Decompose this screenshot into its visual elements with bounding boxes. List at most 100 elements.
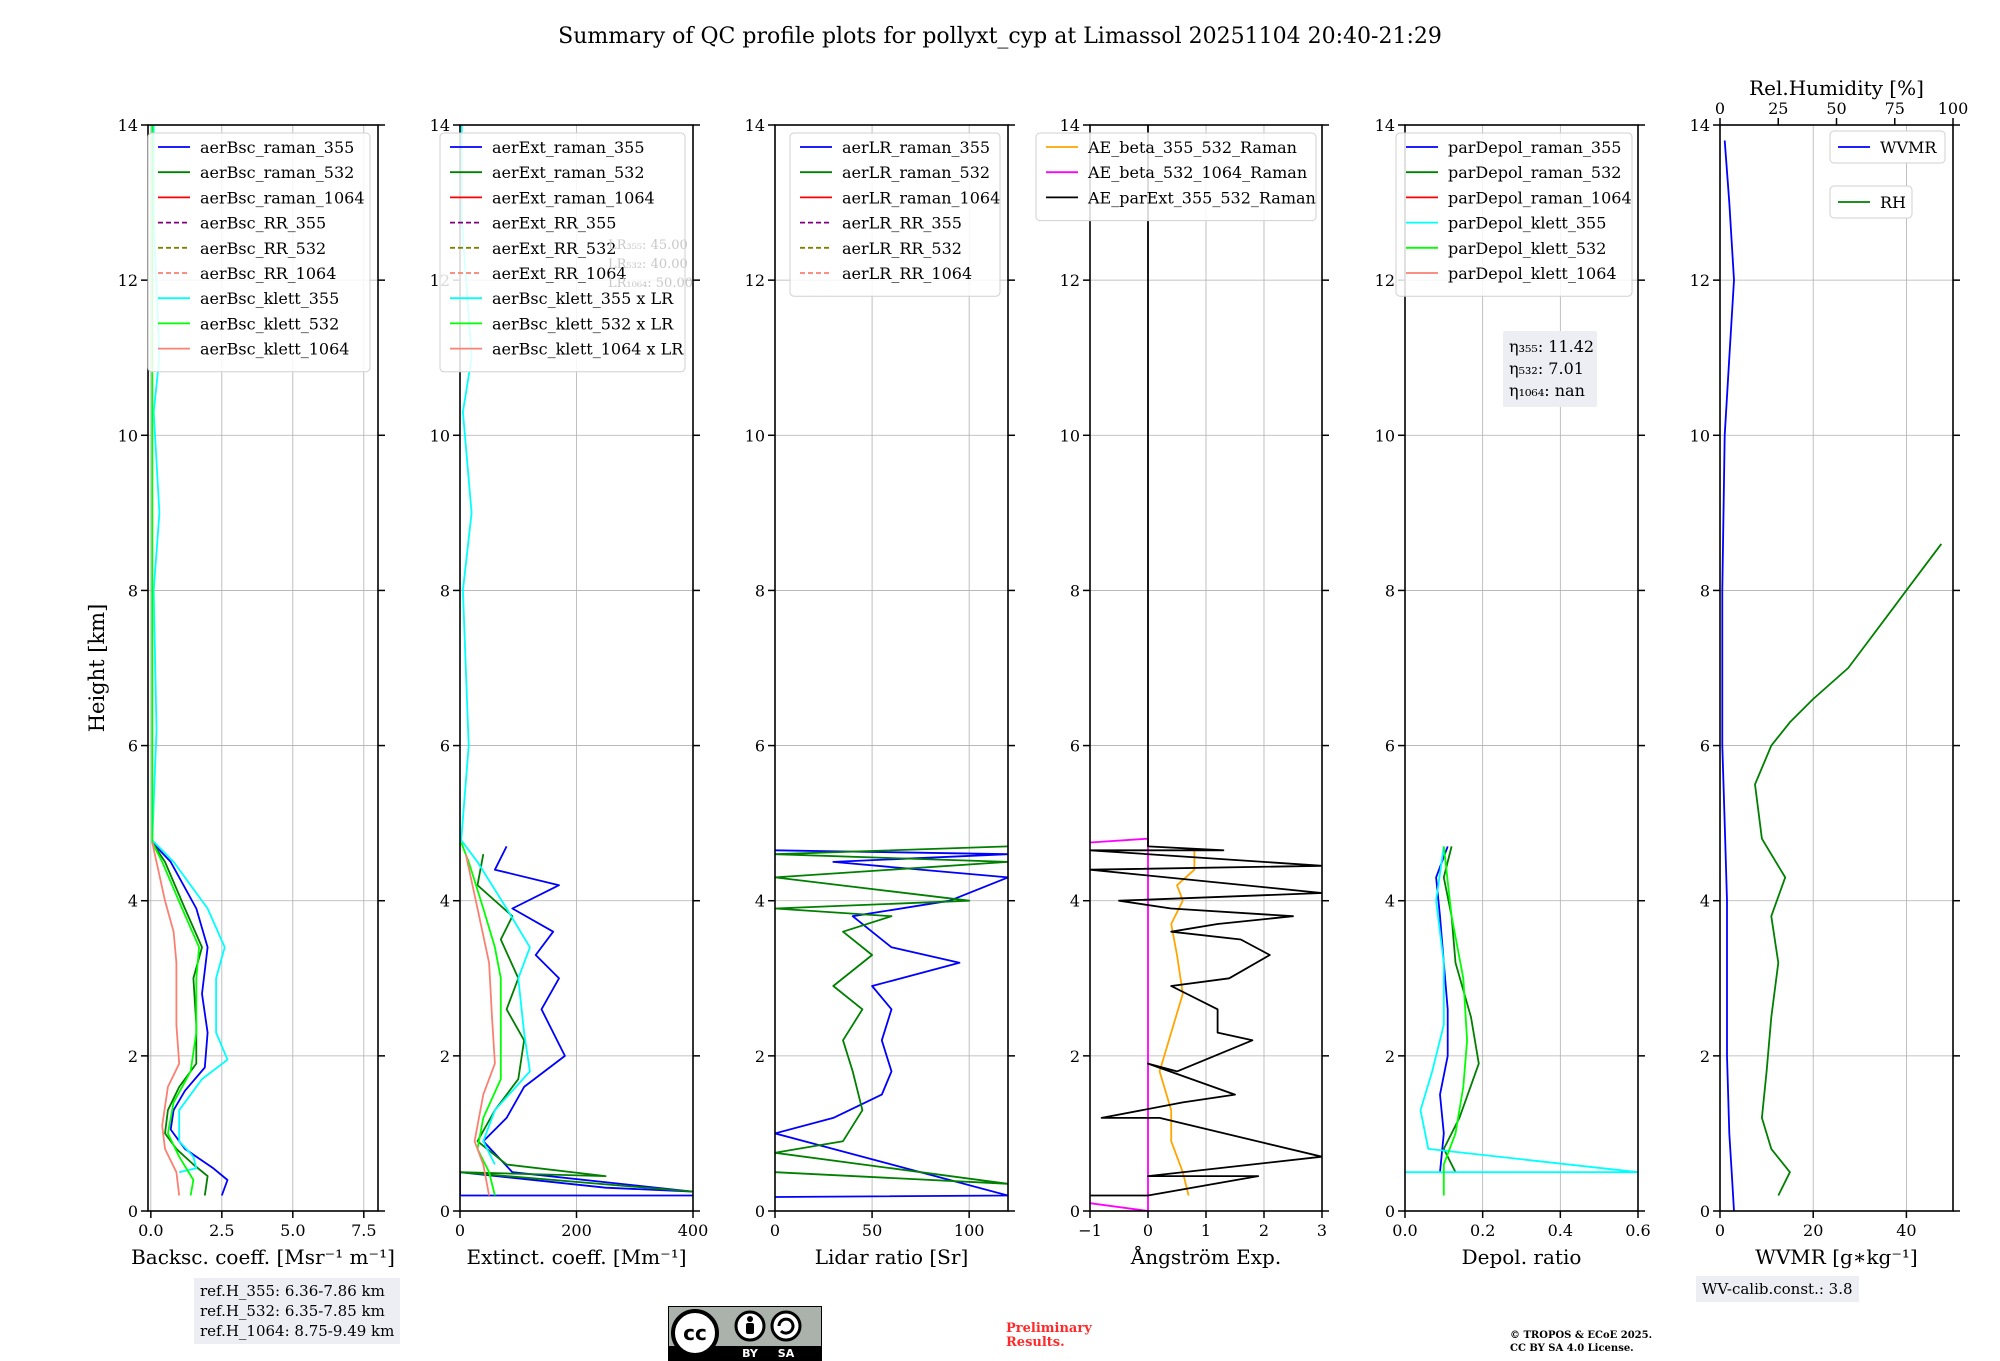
legend-label: aerBsc_klett_355 x LR [492, 289, 674, 308]
legend-label: aerBsc_RR_1064 [200, 264, 336, 283]
legend-label: aerBsc_RR_532 [200, 239, 326, 258]
axes-frame [1404, 124, 1639, 1212]
x-axis-label: Lidar ratio [Sr] [815, 1245, 969, 1269]
legend-rh-box [1829, 185, 1913, 219]
legend-label: parDepol_klett_355 [1448, 214, 1606, 233]
legend-label: aerExt_raman_1064 [492, 188, 655, 207]
preliminary-line-2: Results. [1006, 1335, 1065, 1350]
series-aerExt_raman_532 [460, 854, 693, 1193]
y-tick-label: 14 [1375, 116, 1395, 135]
series-aerLR_raman_355 [775, 849, 1008, 1198]
x-tick-label: 1 [1201, 1221, 1211, 1240]
eta-box [1503, 331, 1597, 407]
y-tick-label: 14 [1690, 116, 1710, 135]
series-AE_beta_355_532_Raman [1158, 850, 1196, 1196]
series-RH [1754, 543, 1943, 1196]
legend-label: RH [1880, 193, 1906, 212]
x-tick-label: 0.0 [138, 1221, 163, 1240]
y-tick-label: 4 [1700, 892, 1710, 911]
panel-extinction: 024681012140200400Extinct. coeff. [Mm⁻¹]… [430, 116, 709, 1269]
top-x-tick-label: 50 [1826, 99, 1846, 118]
series-group [1721, 140, 1943, 1211]
legend-label: AE_beta_532_1064_Raman [1087, 163, 1307, 182]
y-tick-label: 4 [440, 892, 450, 911]
y-tick-label: 0 [128, 1202, 138, 1221]
legend: parDepol_raman_355 parDepol_raman_532 parD… [1395, 132, 1633, 297]
reference-height-box: ref.H_355: 6.36-7.86 km ref.H_532: 6.35-… [194, 1278, 401, 1344]
y-tick-label: 8 [440, 581, 450, 600]
legend-label: aerBsc_raman_532 [200, 163, 354, 182]
legend-label: parDepol_raman_1064 [1448, 188, 1632, 207]
x-tick-label: 5.0 [280, 1221, 305, 1240]
legend-label: aerLR_RR_532 [842, 239, 962, 258]
y-tick-label: 10 [118, 426, 138, 445]
cc-license-badge: cc BY SA [668, 1306, 822, 1361]
x-tick-label: 0 [1143, 1221, 1153, 1240]
x-axis-label: Extinct. coeff. [Mm⁻¹] [466, 1245, 686, 1269]
y-tick-label: 8 [1385, 581, 1395, 600]
y-tick-label: 14 [118, 116, 138, 135]
legend-box [1395, 132, 1633, 297]
y-tick-label: 2 [128, 1047, 138, 1066]
series-aerBsc_klett_1064 [151, 842, 181, 1196]
axes-frame [1719, 124, 1954, 1212]
y-tick-label: 12 [1375, 271, 1395, 290]
top-x-tick-label: 100 [1938, 99, 1969, 118]
x-tick-label: 0.2 [1470, 1221, 1495, 1240]
series-group [1405, 846, 1638, 1196]
ref-height-532: ref.H_532: 6.35-7.85 km [200, 1302, 385, 1320]
y-tick-label: 6 [1700, 737, 1710, 756]
x-tick-label: 40 [1896, 1221, 1916, 1240]
legend-box [439, 132, 686, 373]
x-tick-label: 0.6 [1625, 1221, 1650, 1240]
copyright-line-1: © TROPOS & ECoE 2025. [1510, 1330, 1653, 1341]
x-tick-label: 0.4 [1548, 1221, 1573, 1240]
legend-label: aerExt_RR_1064 [492, 264, 627, 283]
by-label: BY [742, 1347, 759, 1360]
legend-label: aerExt_raman_355 [492, 138, 645, 157]
legend-label: aerBsc_klett_532 x LR [492, 314, 674, 333]
y-tick-label: 4 [1385, 892, 1395, 911]
series-aerBsc_klett_1064 x LR [464, 854, 496, 1196]
series-aerExt_raman_355 [460, 845, 693, 1197]
y-tick-label: 4 [1070, 892, 1080, 911]
legend-wvmr: WVMR [1829, 130, 1946, 164]
y-tick-label: 14 [745, 116, 765, 135]
y-tick-label: 4 [755, 892, 765, 911]
x-tick-label: 3 [1317, 1221, 1327, 1240]
legend: AE_beta_355_532_Raman AE_beta_532_1064_Ra… [1035, 132, 1317, 222]
panel-wvmr: 0 2 4 6 8 10 12 14 0 20 40 WVMR [g∗kg⁻¹] 0 25 50 75 100 R… [1690, 76, 1969, 1269]
x-tick-label: 0 [455, 1221, 465, 1240]
legend-label: aerBsc_klett_1064 [200, 340, 349, 359]
legend: aerBsc_raman_355 aerBsc_raman_532 aerBsc_r… [147, 132, 371, 373]
sa-icon [770, 1310, 802, 1342]
series-WVMR [1721, 140, 1735, 1211]
ref-height-355: ref.H_355: 6.36-7.86 km [200, 1282, 385, 1300]
y-tick-label: 10 [1375, 426, 1395, 445]
wv-calibration-box: WV-calib.const.: 3.8 [1696, 1276, 1859, 1302]
copyright-note: © TROPOS & ECoE 2025. CC BY SA 4.0 Licen… [1510, 1329, 1652, 1355]
y-tick-label: 14 [430, 116, 450, 135]
y-tick-label: 10 [430, 426, 450, 445]
y-tick-label: 2 [755, 1047, 765, 1066]
x-tick-label: 2 [1259, 1221, 1269, 1240]
x-tick-label: 20 [1803, 1221, 1823, 1240]
x-axis-label: Backsc. coeff. [Msr⁻¹ m⁻¹] [131, 1245, 395, 1269]
legend-label: AE_beta_355_532_Raman [1087, 138, 1297, 157]
legend-label: aerBsc_klett_1064 x LR [492, 340, 684, 359]
y-tick-label: 2 [1385, 1047, 1395, 1066]
cc-icon-label: cc [683, 1321, 707, 1345]
legend-label: aerLR_raman_532 [842, 163, 990, 182]
legend-label: aerLR_raman_1064 [842, 188, 1000, 207]
preliminary-line-1: Preliminary [1006, 1321, 1092, 1336]
series-parDepol_klett_355 [1405, 846, 1638, 1174]
legend-box [789, 132, 1001, 297]
y-tick-label: 6 [1070, 737, 1080, 756]
y-tick-label: 10 [1060, 426, 1080, 445]
series-aerLR_raman_532 [775, 845, 1008, 1185]
axes-frame [147, 124, 379, 1212]
cc-icon [671, 1309, 719, 1357]
y-tick-label: 0 [1385, 1202, 1395, 1221]
